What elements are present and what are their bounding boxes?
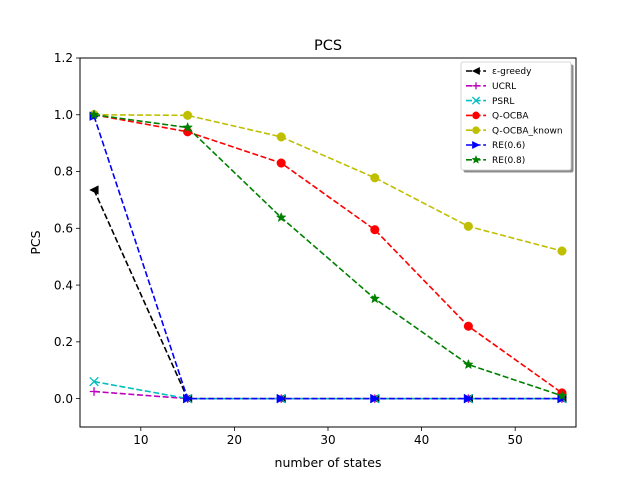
data-point-re-0-8 [369, 293, 381, 304]
data-point-q-ocba-known [276, 132, 286, 142]
legend-label-q-ocba-known: Q-OCBA_known [492, 126, 563, 136]
series-greedy [89, 185, 567, 404]
y-tick-label: 0.2 [54, 335, 73, 349]
series-line-q-ocba-known [94, 113, 563, 252]
legend-label-re-0-8: RE(0.8) [492, 156, 525, 166]
data-point-greedy [89, 185, 99, 195]
series-layer [88, 109, 568, 404]
data-point-re-0-8 [182, 121, 193, 133]
x-tick-label: 20 [227, 433, 242, 447]
data-point-q-ocba-known [557, 246, 567, 256]
legend-marker-re-0-6 [472, 140, 481, 150]
data-point-q-ocba [276, 158, 286, 168]
legend-label-q-ocba: Q-OCBA [492, 112, 529, 122]
legend-marker-q-ocba-known [472, 126, 480, 135]
series-line-re-0-8 [93, 113, 563, 397]
legend-box [460, 61, 572, 171]
chart-title: PCS [314, 38, 342, 54]
data-point-re-0-6 [463, 393, 474, 404]
data-point-re-0-8 [275, 211, 287, 223]
y-tick-label: 0.8 [54, 165, 73, 179]
x-axis-label: number of states [275, 455, 382, 470]
legend-item-q-ocba-known: Q-OCBA_known [466, 126, 563, 136]
data-point-q-ocba-known [370, 173, 380, 183]
series-line-q-ocba [93, 113, 563, 394]
y-tick-label: 1.0 [54, 108, 73, 122]
legend-marker-re-0-8 [471, 154, 481, 164]
legend-label-psrl: PSRL [492, 97, 514, 107]
data-point-q-ocba [370, 225, 380, 235]
data-point-re-0-8 [463, 358, 474, 370]
data-point-re-0-8 [556, 390, 568, 401]
legend-label-ucrl: UCRL [492, 82, 516, 92]
y-tick-label: 0.6 [54, 222, 73, 236]
y-tick-label: 0.0 [54, 392, 73, 406]
y-tick-label: 1.2 [54, 51, 73, 65]
x-axis: 10 20 30 40 50 [133, 427, 523, 447]
legend-marker-q-ocba [472, 111, 480, 120]
data-point-ucrl [89, 387, 99, 396]
legend-item-psrl: PSRL [466, 96, 514, 107]
series-line-re-0-6 [93, 115, 562, 400]
series-re-0-8 [88, 109, 568, 401]
data-point-re-0-6 [370, 393, 380, 404]
data-point-q-ocba-known [183, 110, 193, 120]
data-point-re-0-6 [183, 393, 193, 404]
legend-item-greedy: ε-greedy [466, 66, 532, 77]
data-point-re-0-6 [276, 393, 287, 404]
series-line-greedy [93, 189, 562, 400]
x-tick-label: 30 [320, 433, 335, 447]
y-axis-label: PCS [28, 230, 43, 254]
x-tick-label: 40 [414, 433, 429, 447]
legend: ε-greedy UCRL PSRL Q-OCBA Q-OCBA_known RE(0.6… [460, 61, 574, 173]
legend-item-re-0-6: RE(0.6) [466, 140, 525, 151]
legend-marker-psrl [471, 96, 481, 105]
data-point-q-ocba-known [463, 221, 473, 231]
legend-item-ucrl: UCRL [466, 82, 516, 92]
x-tick-label: 10 [133, 433, 148, 447]
data-point-psrl [89, 376, 99, 387]
legend-label-re-0-6: RE(0.6) [492, 141, 525, 151]
data-point-q-ocba [463, 321, 473, 331]
legend-item-re-0-8: RE(0.8) [466, 154, 525, 166]
legend-marker-greedy [471, 66, 480, 76]
legend-item-q-ocba: Q-OCBA [466, 111, 529, 122]
series-ucrl [89, 387, 567, 403]
y-tick-label: 0.4 [54, 278, 73, 292]
y-axis: 0.0 0.2 0.4 0.6 0.8 1.0 1.2 [54, 51, 80, 406]
data-point-re-0-8 [88, 109, 100, 120]
legend-label-greedy: ε-greedy [492, 67, 532, 77]
legend-marker-ucrl [472, 82, 480, 90]
x-tick-label: 50 [508, 433, 523, 447]
